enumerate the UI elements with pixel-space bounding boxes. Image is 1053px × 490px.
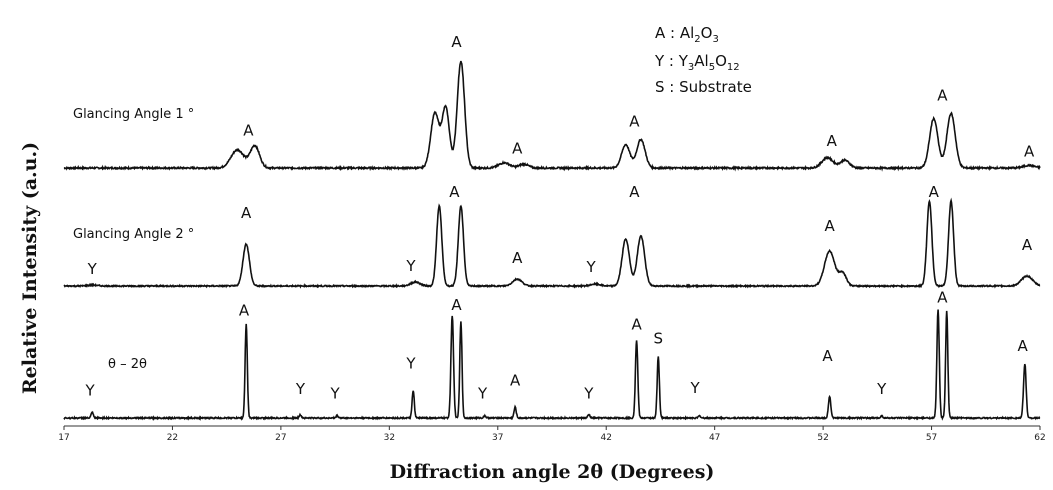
series-label-2: Glancing Angle 2 ° (73, 227, 194, 242)
peak-label-3-4: Y (330, 385, 341, 403)
peak-label-3-15: A (937, 288, 948, 306)
series-line-1 (63, 60, 1041, 172)
y-axis-title: Relative Intensity (a.u.) (19, 142, 41, 394)
peak-label-3-8: A (510, 372, 521, 390)
peak-label-3-2: A (239, 301, 250, 319)
peak-label-1-4: A (629, 112, 640, 130)
peak-label-2-1: Y (87, 260, 98, 278)
peak-label-3-14: Y (876, 380, 887, 398)
x-tick-label-9: 57 (926, 433, 937, 443)
peak-label-3-11: S (654, 329, 664, 347)
legend-entry-2: Y : Y3Al5O12 (654, 52, 740, 73)
x-tick-label-3: 27 (275, 433, 286, 443)
peak-label-1-5: A (827, 132, 838, 150)
peak-label-2-2: A (241, 204, 252, 222)
peak-label-3-12: Y (690, 379, 701, 397)
x-tick-label-7: 47 (709, 433, 720, 443)
peak-label-2-8: A (824, 217, 835, 235)
series-line-3 (63, 309, 1041, 422)
peak-label-3-10: A (631, 315, 642, 333)
peak-label-1-7: A (1024, 142, 1035, 160)
peak-label-3-5: Y (405, 354, 416, 372)
series-label-3: θ – 2θ (108, 357, 147, 372)
x-tick-label-6: 42 (600, 433, 611, 443)
peak-label-1-6: A (937, 86, 948, 104)
peak-label-2-3: Y (405, 257, 416, 275)
peak-label-1-2: A (451, 33, 462, 51)
peak-label-3-6: A (451, 296, 462, 314)
peak-label-2-9: A (929, 183, 940, 201)
series-label-1: Glancing Angle 1 ° (73, 107, 194, 122)
peak-label-2-4: A (449, 183, 460, 201)
peak-label-2-6: Y (585, 258, 596, 276)
peak-label-1-1: A (243, 122, 254, 140)
x-tick-label-4: 32 (384, 433, 395, 443)
peak-label-3-13: A (822, 347, 833, 365)
peak-label-3-3: Y (295, 380, 306, 398)
peak-label-2-10: A (1022, 236, 1033, 254)
x-tick-label-1: 17 (58, 433, 69, 443)
x-tick-label-8: 52 (817, 433, 828, 443)
peak-label-3-16: A (1018, 337, 1029, 355)
legend-entry-3: S : Substrate (655, 78, 752, 96)
x-axis-title: Diffraction angle 2θ (Degrees) (390, 461, 715, 483)
peak-label-1-3: A (512, 140, 523, 158)
peak-label-2-5: A (512, 249, 523, 267)
peak-label-3-9: Y (583, 385, 594, 403)
peak-label-2-7: A (629, 183, 640, 201)
x-tick-label-10: 62 (1034, 433, 1045, 443)
x-tick-label-2: 22 (167, 433, 178, 443)
legend-entry-1: A : Al2O3 (655, 24, 719, 45)
peak-label-3-1: Y (84, 381, 95, 399)
peak-label-3-7: Y (477, 385, 488, 403)
x-tick-label-5: 37 (492, 433, 503, 443)
series-line-2 (63, 197, 1041, 289)
